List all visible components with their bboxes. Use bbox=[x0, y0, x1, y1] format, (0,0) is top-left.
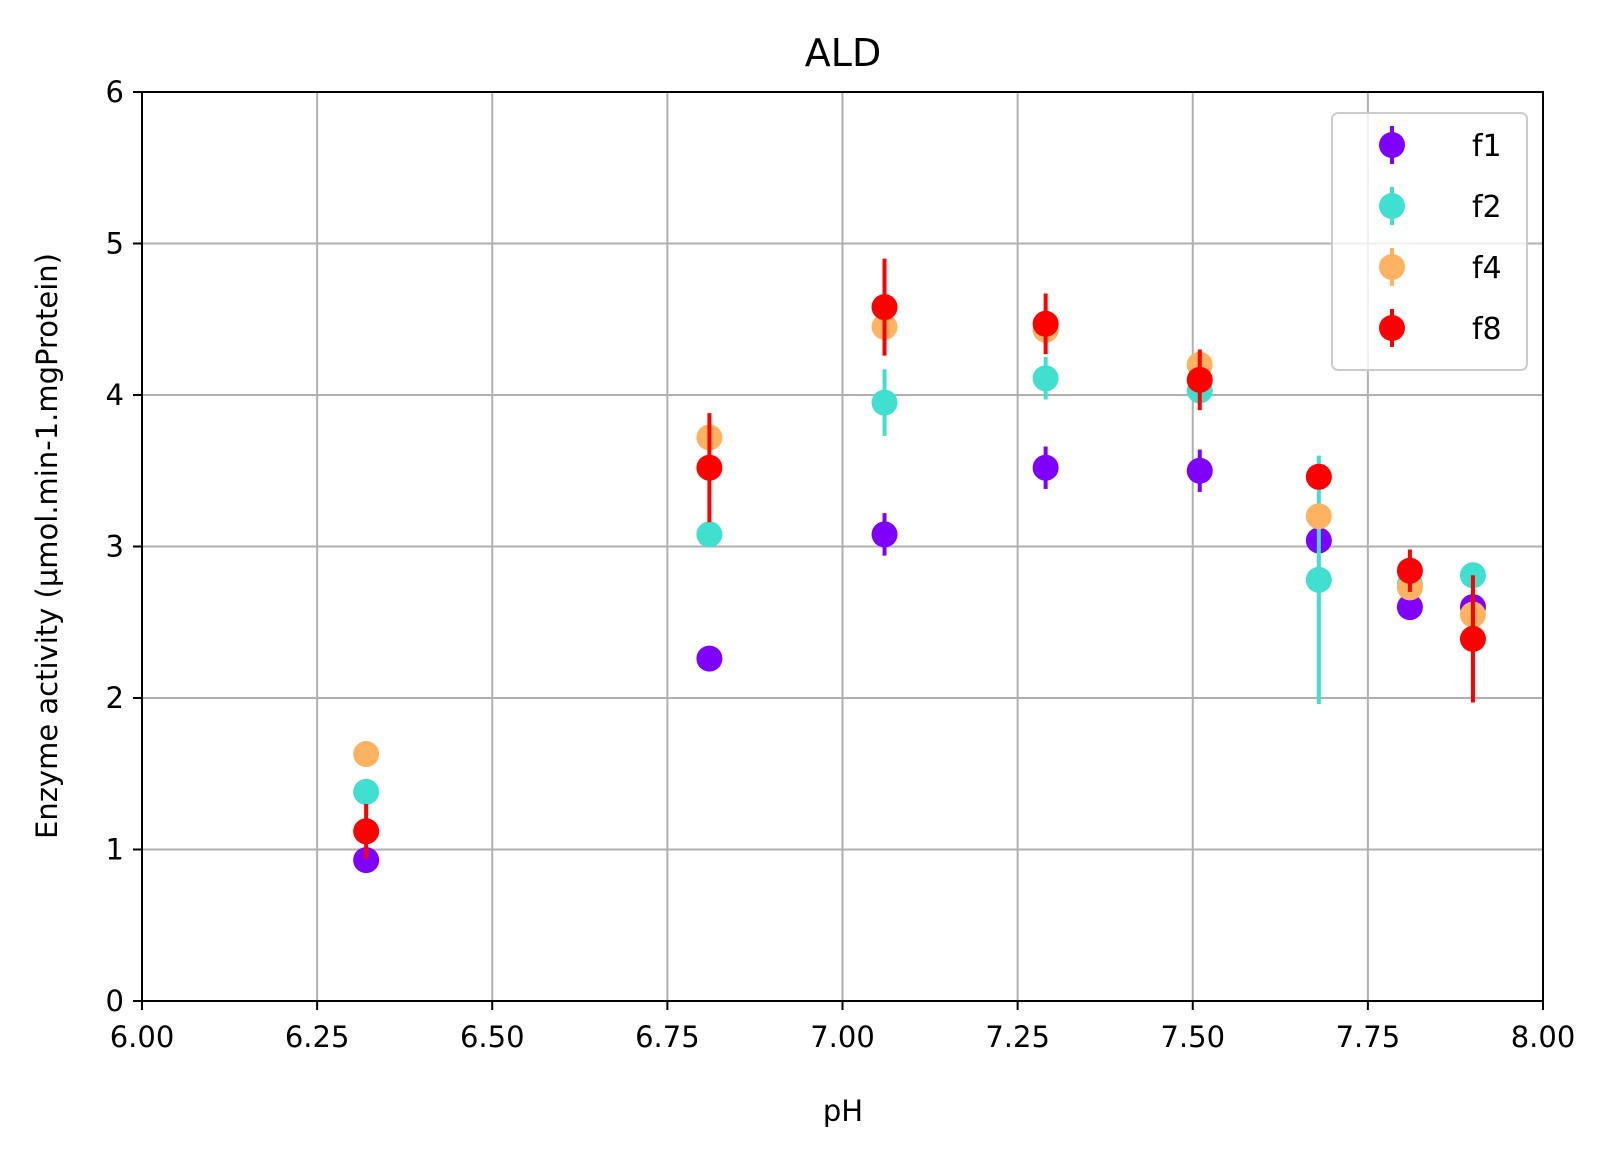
y-tick-label: 4 bbox=[106, 378, 124, 412]
data-point bbox=[1459, 625, 1486, 652]
data-point bbox=[1396, 594, 1423, 621]
x-tick-label: 7.75 bbox=[1336, 1020, 1401, 1054]
data-point bbox=[1305, 566, 1332, 593]
y-tick-label: 3 bbox=[106, 530, 124, 564]
data-point bbox=[1186, 457, 1213, 484]
y-tick-label: 0 bbox=[106, 984, 124, 1018]
data-point bbox=[871, 521, 898, 548]
y-tick-label: 2 bbox=[106, 681, 124, 715]
data-point bbox=[1305, 463, 1332, 490]
legend-item-f1: f1 bbox=[1379, 126, 1502, 164]
data-point bbox=[353, 818, 380, 845]
x-tick-label: 6.75 bbox=[635, 1020, 700, 1054]
y-tick-label: 1 bbox=[106, 833, 124, 867]
chart-title: ALD bbox=[805, 31, 881, 75]
data-point bbox=[353, 847, 380, 874]
axis-ticks: 6.00 6.25 6.50 6.75 7.00 7.25 7.50 7.75 8.00 0 1 2 3… bbox=[106, 75, 1576, 1054]
data-point bbox=[1396, 557, 1423, 584]
data-point bbox=[1305, 503, 1332, 530]
series-f8 bbox=[353, 258, 1486, 859]
legend-marker bbox=[1379, 315, 1405, 341]
legend-item-f4: f4 bbox=[1379, 248, 1502, 286]
legend-marker bbox=[1379, 254, 1405, 280]
data-point bbox=[696, 645, 723, 672]
y-axis-label: Enzyme activity (µmol.min-1.mgProtein) bbox=[30, 253, 64, 839]
legend-marker bbox=[1379, 132, 1405, 158]
data-point bbox=[1186, 366, 1213, 393]
data-point bbox=[1032, 365, 1059, 392]
legend-label: f1 bbox=[1472, 129, 1502, 164]
y-tick-label: 6 bbox=[106, 75, 124, 109]
data-point bbox=[871, 294, 898, 321]
data-point bbox=[696, 454, 723, 481]
x-tick-label: 7.50 bbox=[1160, 1020, 1225, 1054]
x-tick-label: 7.00 bbox=[810, 1020, 875, 1054]
data-point bbox=[871, 389, 898, 416]
x-tick-label: 7.25 bbox=[985, 1020, 1050, 1054]
x-axis-label: pH bbox=[823, 1094, 863, 1128]
legend-item-f2: f2 bbox=[1379, 187, 1502, 225]
data-point bbox=[1032, 310, 1059, 337]
legend-item-f8: f8 bbox=[1379, 309, 1502, 347]
data-point bbox=[1032, 454, 1059, 481]
series-f2 bbox=[353, 357, 1486, 805]
data-point bbox=[696, 521, 723, 548]
x-tick-label: 6.50 bbox=[460, 1020, 525, 1054]
legend-label: f8 bbox=[1472, 312, 1502, 347]
y-tick-label: 5 bbox=[106, 227, 124, 261]
legend-label: f2 bbox=[1472, 190, 1502, 225]
legend-marker bbox=[1379, 193, 1405, 219]
data-point bbox=[353, 778, 380, 805]
data-point bbox=[353, 741, 380, 768]
legend: f1 f2 f4 f8 bbox=[1331, 112, 1528, 371]
x-tick-label: 6.00 bbox=[110, 1020, 175, 1054]
x-tick-label: 6.25 bbox=[285, 1020, 350, 1054]
legend-label: f4 bbox=[1472, 251, 1502, 286]
x-tick-label: 8.00 bbox=[1511, 1020, 1576, 1054]
plot-area bbox=[353, 258, 1486, 874]
legend-box bbox=[1331, 112, 1528, 371]
